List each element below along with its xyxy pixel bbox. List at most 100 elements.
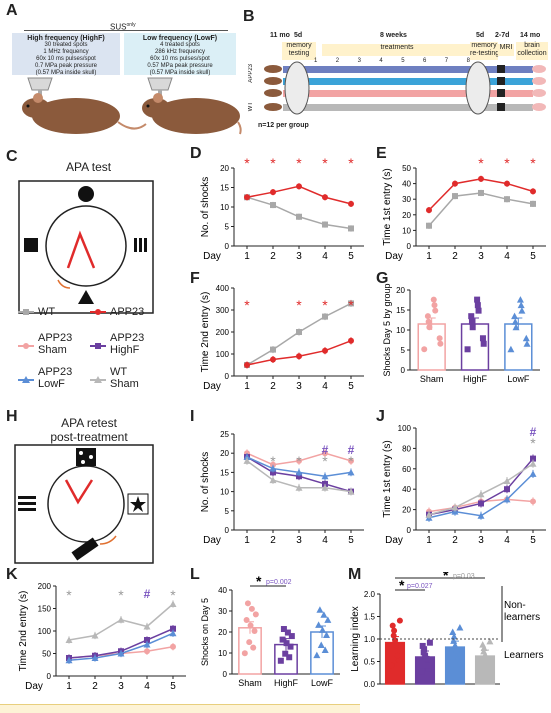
mouse-icon	[22, 93, 242, 135]
chart-f-second-entry: 0 100 200 300 400 1 2 3 4 5 Day Time 2nd entry (s) *…	[200, 284, 364, 392]
data-dot	[517, 301, 525, 309]
y-tick-label: 200	[38, 582, 52, 591]
series-line	[428, 192, 534, 227]
legend-sham-marker	[18, 343, 34, 349]
data-dot	[464, 346, 471, 353]
data-point	[117, 616, 125, 623]
significance-star: *	[443, 572, 449, 583]
data-point	[452, 193, 458, 200]
legend-markers	[18, 309, 106, 383]
y-axis-label: Time 2nd entry (s)	[200, 292, 211, 373]
week-number: 1	[314, 58, 318, 64]
data-dot	[522, 334, 530, 342]
data-dot	[241, 650, 248, 657]
data-dot	[418, 668, 425, 675]
x-tick-label: 1	[426, 535, 432, 546]
data-point	[503, 495, 511, 503]
y-tick-label: 300	[216, 306, 230, 315]
data-dot	[430, 296, 437, 303]
data-point	[530, 455, 536, 462]
data-dot	[483, 654, 490, 662]
data-point	[295, 484, 303, 491]
bar	[238, 627, 262, 675]
y-tick-label: 150	[38, 605, 52, 614]
data-dot	[518, 307, 526, 314]
week-number: 2	[335, 58, 340, 64]
non-learners-label: Non-	[504, 600, 526, 611]
data-dot	[419, 642, 426, 649]
data-point	[296, 353, 302, 360]
y-axis-label: Time 1st entry (s)	[382, 440, 393, 517]
data-point	[530, 498, 536, 505]
chart-j-retest-first-entry: 0 20 40 60 80 100 1 2 3 4 5 Day Time 1st entry (s) *#	[382, 424, 546, 546]
significance-star: *	[296, 155, 302, 171]
dots-cue-icon	[76, 448, 96, 466]
panel-letter-d: D	[190, 145, 202, 162]
data-dot	[511, 312, 519, 320]
data-point	[322, 194, 328, 201]
data-point	[347, 468, 355, 476]
series-line	[246, 196, 352, 230]
chart-l-shocks-day5: 0 10 20 30 40 Shocks on Day 5 Sham HighF LowF * p=…	[200, 573, 340, 688]
y-tick-label: 10	[218, 649, 227, 658]
y-tick-label: 10	[220, 488, 229, 497]
apa-arena-diagram	[18, 180, 154, 314]
data-dot	[421, 346, 428, 353]
data-point	[65, 636, 73, 643]
x-tick-label: 4	[504, 535, 510, 546]
x-tick-label: 4	[322, 535, 328, 546]
data-point	[91, 632, 99, 639]
data-point	[244, 194, 250, 201]
y-tick-label: 400	[216, 284, 230, 293]
panel-letter-e: E	[376, 145, 387, 162]
significance-star: *	[244, 155, 250, 171]
data-point	[270, 356, 276, 363]
x-tick-label: LowF	[311, 678, 334, 688]
data-dot	[468, 313, 475, 320]
re-days: 5d	[476, 32, 485, 39]
x-tick-label: 5	[530, 251, 536, 262]
y-tick-label: 5	[225, 507, 230, 516]
data-dot	[454, 655, 461, 662]
mouse-transducer-illustration	[22, 77, 242, 135]
data-point	[348, 300, 354, 307]
y-tick-label: 0	[225, 526, 230, 535]
square-cue-icon	[24, 238, 38, 252]
data-dot	[481, 651, 489, 658]
timeline-diagram	[264, 61, 546, 115]
y-tick-label: 40	[402, 180, 411, 189]
p-value-label: p=0.002	[266, 579, 292, 586]
data-dot	[323, 631, 331, 638]
data-dot	[284, 629, 291, 636]
legend-app23-sham: APP23 Sham	[38, 332, 73, 356]
data-dot	[321, 646, 329, 654]
x-tick-label: 4	[322, 251, 328, 262]
data-dot	[523, 340, 531, 347]
highf-box: High frequency (HighF) 30 treated spots …	[12, 33, 120, 76]
chart-g-shocks-by-group: 0 5 10 15 20 Shocks Day 5 by group Sham HighF Lo…	[382, 283, 540, 384]
significance-star: *	[322, 297, 328, 313]
rotation-arrow-icon	[99, 535, 117, 545]
y-tick-label: 100	[38, 627, 52, 636]
y-tick-label: 0.5	[364, 658, 376, 667]
y-tick-label: 2.0	[364, 590, 376, 599]
x-tick-label: 2	[270, 535, 276, 546]
data-point	[478, 189, 484, 196]
legend-wt: WT	[38, 306, 56, 318]
data-dot	[244, 600, 251, 607]
significance-star: *	[270, 155, 276, 171]
x-tick-label: 1	[244, 251, 250, 262]
significance-star: *	[322, 453, 328, 469]
y-axis-label: No. of shocks	[200, 177, 211, 238]
legend-wt-sham: WT Sham	[110, 366, 139, 390]
data-dot	[393, 642, 400, 649]
mouse-icons	[264, 65, 282, 111]
x-tick-label: 3	[296, 381, 302, 392]
highf-line-3: 0.7 MPa peak pressure	[34, 63, 98, 69]
data-point	[243, 453, 251, 461]
y-axis-label: Shocks on Day 5	[200, 598, 210, 666]
mri-label: MRI	[498, 44, 514, 56]
y-tick-label: 1.0	[364, 635, 376, 644]
x-tick-label: Sham	[420, 374, 444, 384]
